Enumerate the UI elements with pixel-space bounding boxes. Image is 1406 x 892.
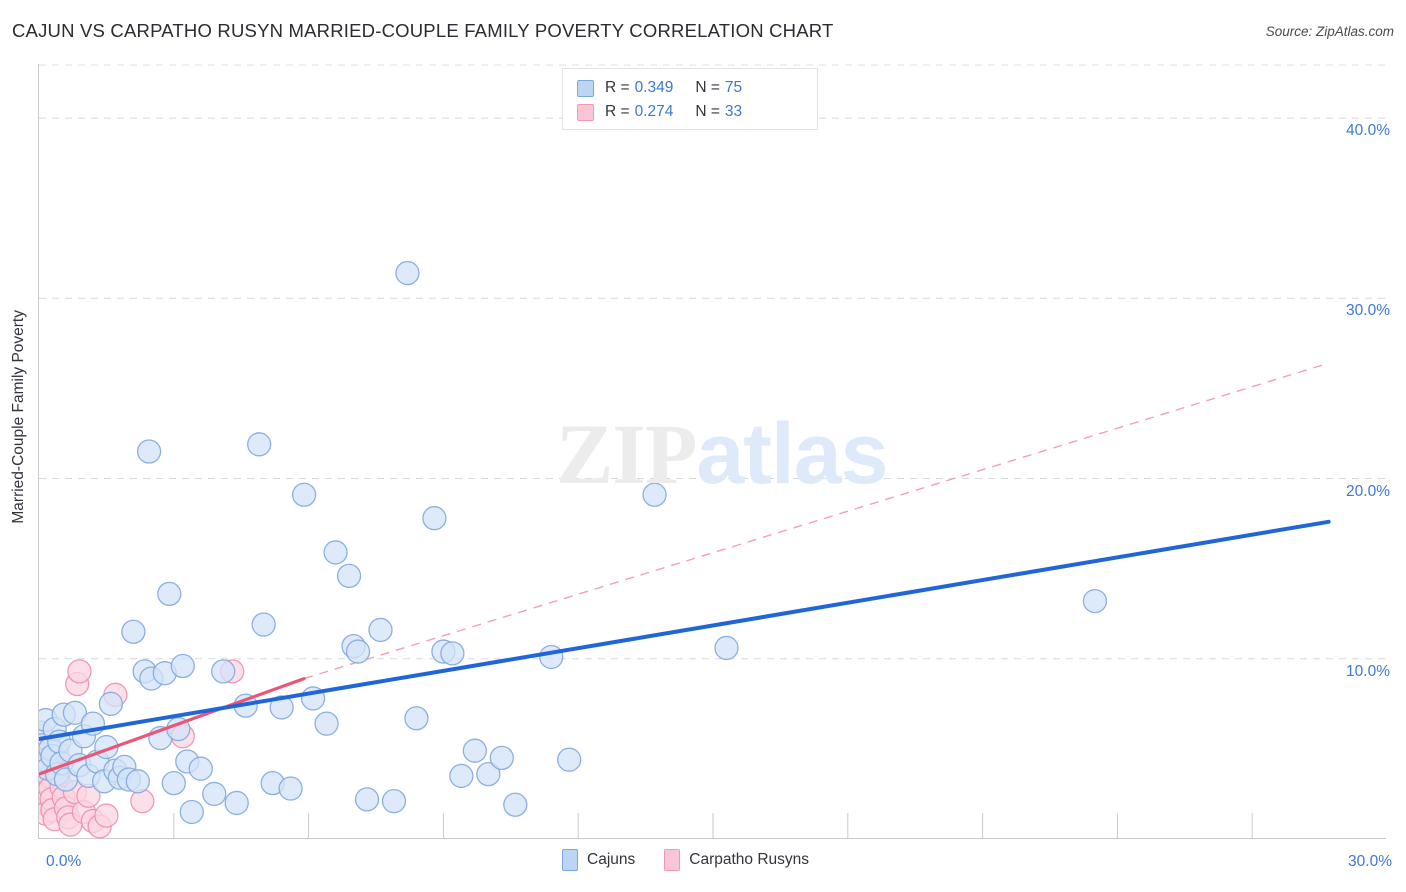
data-point: [67, 659, 92, 684]
data-point: [157, 581, 182, 607]
data-point: [462, 738, 488, 763]
data-point: [539, 644, 564, 670]
data-point: [476, 761, 501, 787]
data-point: [557, 747, 582, 772]
data-point: [269, 695, 294, 720]
r-value-cajuns: 0.349: [634, 79, 674, 96]
data-point: [314, 711, 339, 736]
n-label-carpatho-rusyns: N =: [695, 103, 720, 120]
data-point: [345, 639, 371, 664]
data-point: [422, 506, 447, 531]
data-point: [224, 790, 249, 816]
r-label-cajuns: R =: [605, 79, 630, 96]
series-legend: Cajuns Carpatho Rusyns: [562, 849, 829, 871]
y-tick-label-10: 10.0%: [1346, 662, 1390, 680]
data-point: [291, 482, 317, 507]
data-point: [161, 770, 186, 796]
data-point: [323, 540, 348, 565]
data-point: [714, 635, 739, 661]
scatter-plot-canvas: [39, 64, 1387, 839]
data-point: [336, 563, 362, 589]
y-axis-title: Married-Couple Family Poverty: [10, 310, 27, 524]
data-point: [489, 745, 514, 771]
data-point: [211, 659, 236, 684]
plot-area: [38, 64, 1387, 839]
data-point: [251, 612, 276, 637]
data-point: [642, 482, 667, 507]
data-point: [368, 617, 393, 643]
data-point: [94, 803, 119, 828]
data-point: [404, 706, 429, 731]
source-attribution: Source: ZipAtlas.com: [1265, 24, 1394, 39]
series-label-cajuns: Cajuns: [587, 851, 636, 868]
n-label-cajuns: N =: [695, 79, 720, 96]
n-value-cajuns: 75: [724, 79, 743, 96]
r-value-carpatho-rusyns: 0.274: [634, 103, 674, 120]
series-swatch-cajuns: [562, 849, 578, 871]
data-point: [125, 769, 151, 794]
data-point: [381, 789, 407, 814]
stats-row-cajuns: R = 0.349 N = 75: [577, 76, 817, 100]
trendline-carpatho-rusyns-extension: [303, 362, 1329, 680]
data-point: [1082, 588, 1108, 614]
data-point: [98, 691, 124, 716]
data-point: [188, 756, 213, 781]
data-point: [354, 787, 380, 812]
points-cajuns: [39, 260, 1108, 825]
series-swatch-carpatho-rusyns: [664, 849, 681, 871]
n-value-carpatho-rusyns: 33: [724, 103, 743, 120]
trendline-carpatho-rusyns: [39, 676, 306, 776]
data-point: [121, 619, 146, 644]
data-point: [440, 641, 465, 666]
data-point: [449, 763, 474, 789]
data-point: [179, 799, 204, 825]
page-title: CAJUN VS CARPATHO RUSYN MARRIED-COUPLE F…: [12, 20, 834, 41]
data-point: [170, 653, 195, 679]
r-label-carpatho-rusyns: R =: [605, 103, 630, 120]
legend-swatch-cajuns: [577, 79, 594, 97]
x-tick-label-max: 30.0%: [1348, 853, 1392, 870]
data-point: [136, 439, 162, 464]
legend-swatch-carpatho-rusyns: [577, 103, 594, 121]
series-label-carpatho-rusyns: Carpatho Rusyns: [689, 851, 810, 868]
data-point: [503, 792, 528, 817]
y-tick-label-40: 40.0%: [1346, 122, 1390, 140]
data-point: [395, 260, 420, 286]
correlation-stats-legend: R = 0.349 N = 75 R = 0.274 N = 33: [562, 68, 818, 130]
data-point: [202, 781, 227, 807]
data-point: [62, 700, 88, 725]
data-point: [130, 789, 155, 814]
y-tick-label-20: 20.0%: [1346, 482, 1390, 500]
y-tick-label-30: 30.0%: [1346, 302, 1390, 320]
legend-item-carpatho-rusyns[interactable]: Carpatho Rusyns: [664, 849, 809, 871]
stats-row-carpatho-rusyns: R = 0.274 N = 33: [577, 100, 817, 124]
legend-item-cajuns[interactable]: Cajuns: [562, 849, 635, 871]
x-tick-label-min: 0.0%: [46, 853, 82, 870]
trendline-cajuns: [39, 519, 1331, 741]
data-point: [278, 776, 303, 801]
data-point: [247, 432, 272, 457]
